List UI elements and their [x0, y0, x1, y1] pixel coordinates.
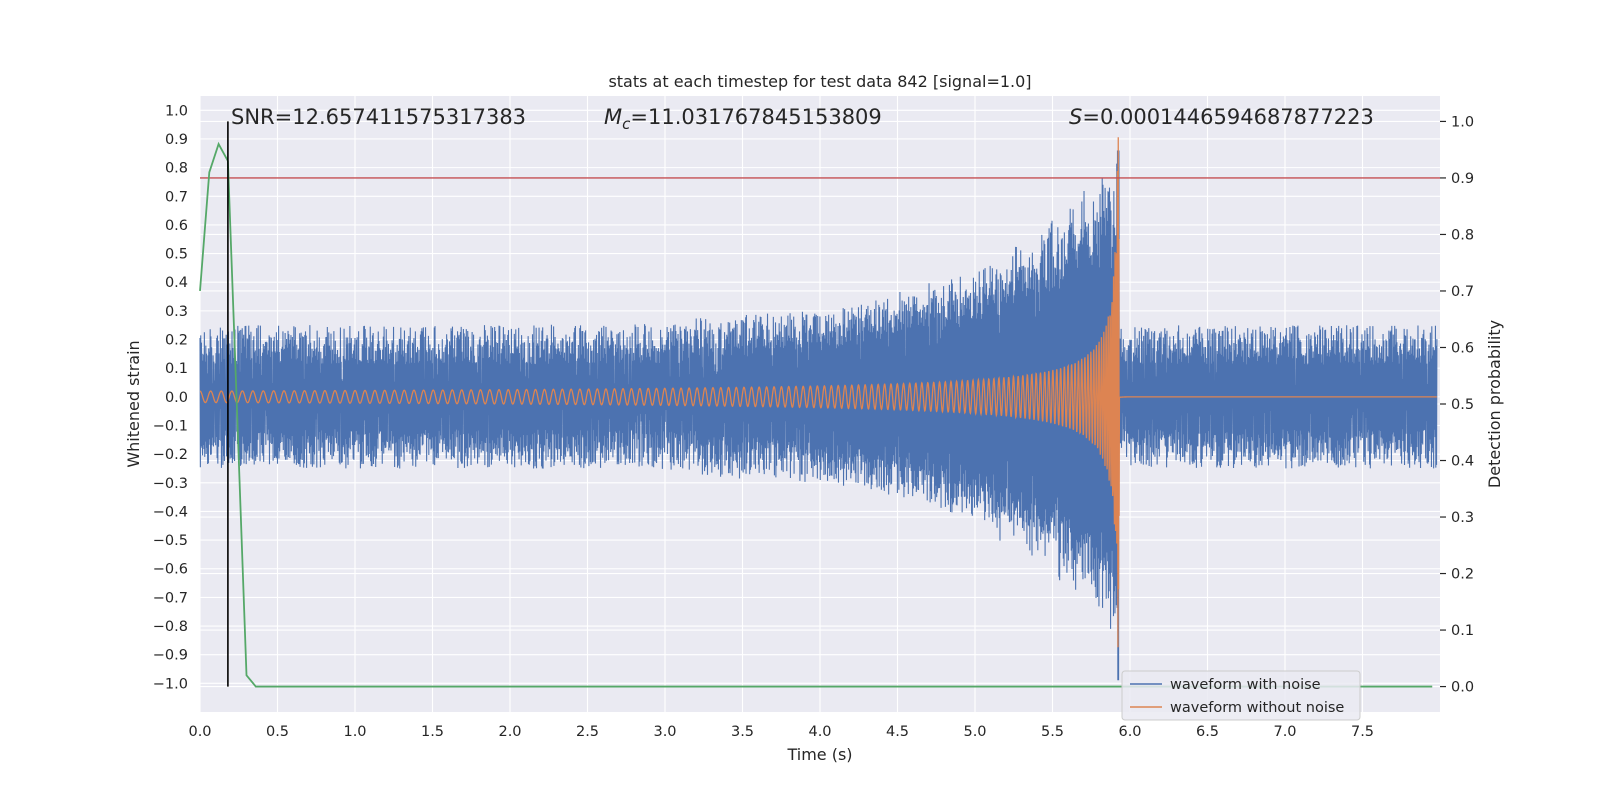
y-left-tick-label: −0.7	[153, 590, 188, 606]
y-left-tick-label: −0.1	[153, 418, 188, 434]
y-left-tick-label: 0.0	[165, 390, 188, 406]
y-right-tick-label: 0.5	[1451, 397, 1474, 413]
y-left-tick-label: 0.6	[165, 218, 188, 234]
y-left-tick-label: 0.7	[165, 189, 188, 205]
ticks-layer: 1.0 0.9 0.8 0.7 0.6 0.5 0.4 0.3 0.2 0.1 0.0 −0.1 −0.…	[153, 103, 1474, 740]
y-right-tick-label: 0.0	[1451, 680, 1474, 696]
y-right-tick-label: 1.0	[1451, 114, 1474, 130]
y-left-tick-label: 0.8	[165, 161, 188, 177]
x-tick-label: 3.5	[731, 724, 754, 740]
x-axis-label: Time (s)	[786, 745, 852, 764]
y-right-tick-label: 0.4	[1451, 454, 1474, 470]
y-left-tick-label: −0.2	[153, 447, 188, 463]
y-left-tick-label: 0.9	[165, 132, 188, 148]
x-tick-label: 5.5	[1041, 724, 1064, 740]
y-left-tick-label: −0.5	[153, 533, 188, 549]
x-tick-label: 4.0	[808, 724, 831, 740]
y-left-tick-label: −0.6	[153, 562, 188, 578]
x-tick-label: 3.0	[653, 724, 676, 740]
mc-subscript: c	[622, 115, 631, 133]
y-axis-label-left: Whitened strain	[124, 340, 143, 467]
chart-title: stats at each timestep for test data 842…	[608, 72, 1031, 91]
s-annotation: S=0.0001446594687877223	[1069, 105, 1374, 129]
s-symbol: S	[1069, 105, 1082, 129]
y-left-tick-label: −0.3	[153, 476, 188, 492]
x-tick-label: 6.5	[1196, 724, 1219, 740]
overlay-layer	[199, 121, 1440, 688]
y-left-tick-label: −1.0	[153, 676, 188, 692]
x-tick-label: 2.5	[576, 724, 599, 740]
x-tick-label: 2.0	[498, 724, 521, 740]
legend-label-clean: waveform without noise	[1170, 700, 1344, 716]
y-left-tick-label: 1.0	[165, 103, 188, 119]
y-right-tick-label: 0.6	[1451, 340, 1474, 356]
legend-box	[1121, 670, 1361, 721]
y-left-tick-label: −0.8	[153, 619, 188, 635]
y-right-tick-label: 0.9	[1451, 171, 1474, 187]
legend-label-noise: waveform with noise	[1170, 677, 1321, 693]
x-tick-label: 1.5	[421, 724, 444, 740]
y-left-tick-label: 0.4	[165, 275, 188, 291]
y-left-tick-label: 0.2	[165, 333, 188, 349]
y-left-tick-label: −0.4	[153, 504, 188, 520]
mc-symbol: M	[604, 105, 622, 129]
x-tick-label: 7.0	[1273, 724, 1296, 740]
s-value: =0.0001446594687877223	[1082, 105, 1374, 129]
x-tick-label: 1.0	[343, 724, 366, 740]
y-right-tick-label: 0.2	[1451, 567, 1474, 583]
y-left-tick-label: 0.3	[165, 304, 188, 320]
mc-value: =11.031767845153809	[630, 105, 881, 129]
y-right-tick-label: 0.1	[1451, 623, 1474, 639]
x-tick-label: 5.0	[963, 724, 986, 740]
x-tick-label: 7.5	[1351, 724, 1374, 740]
y-left-tick-label: 0.5	[165, 247, 188, 263]
y-axis-label-right: Detection probability	[1485, 320, 1504, 488]
x-tick-label: 4.5	[886, 724, 909, 740]
legend: waveform with noise waveform without noi…	[1121, 670, 1361, 721]
x-tick-label: 0.0	[188, 724, 211, 740]
y-right-tick-label: 0.3	[1451, 510, 1474, 526]
series-detection-probability	[199, 141, 1433, 688]
y-right-tick-label: 0.8	[1451, 227, 1474, 243]
y-left-tick-label: 0.1	[165, 361, 188, 377]
mc-annotation: Mc=11.031767845153809	[604, 105, 882, 133]
series-waveform-without-noise	[199, 137, 1437, 648]
y-left-tick-label: −0.9	[153, 648, 188, 664]
series-waveform-with-noise	[199, 150, 1438, 681]
x-tick-label: 6.0	[1118, 724, 1141, 740]
y-right-tick-label: 0.7	[1451, 284, 1474, 300]
snr-annotation: SNR=12.657411575317383	[231, 105, 526, 129]
x-tick-label: 0.5	[266, 724, 289, 740]
series-layer	[199, 137, 1438, 681]
